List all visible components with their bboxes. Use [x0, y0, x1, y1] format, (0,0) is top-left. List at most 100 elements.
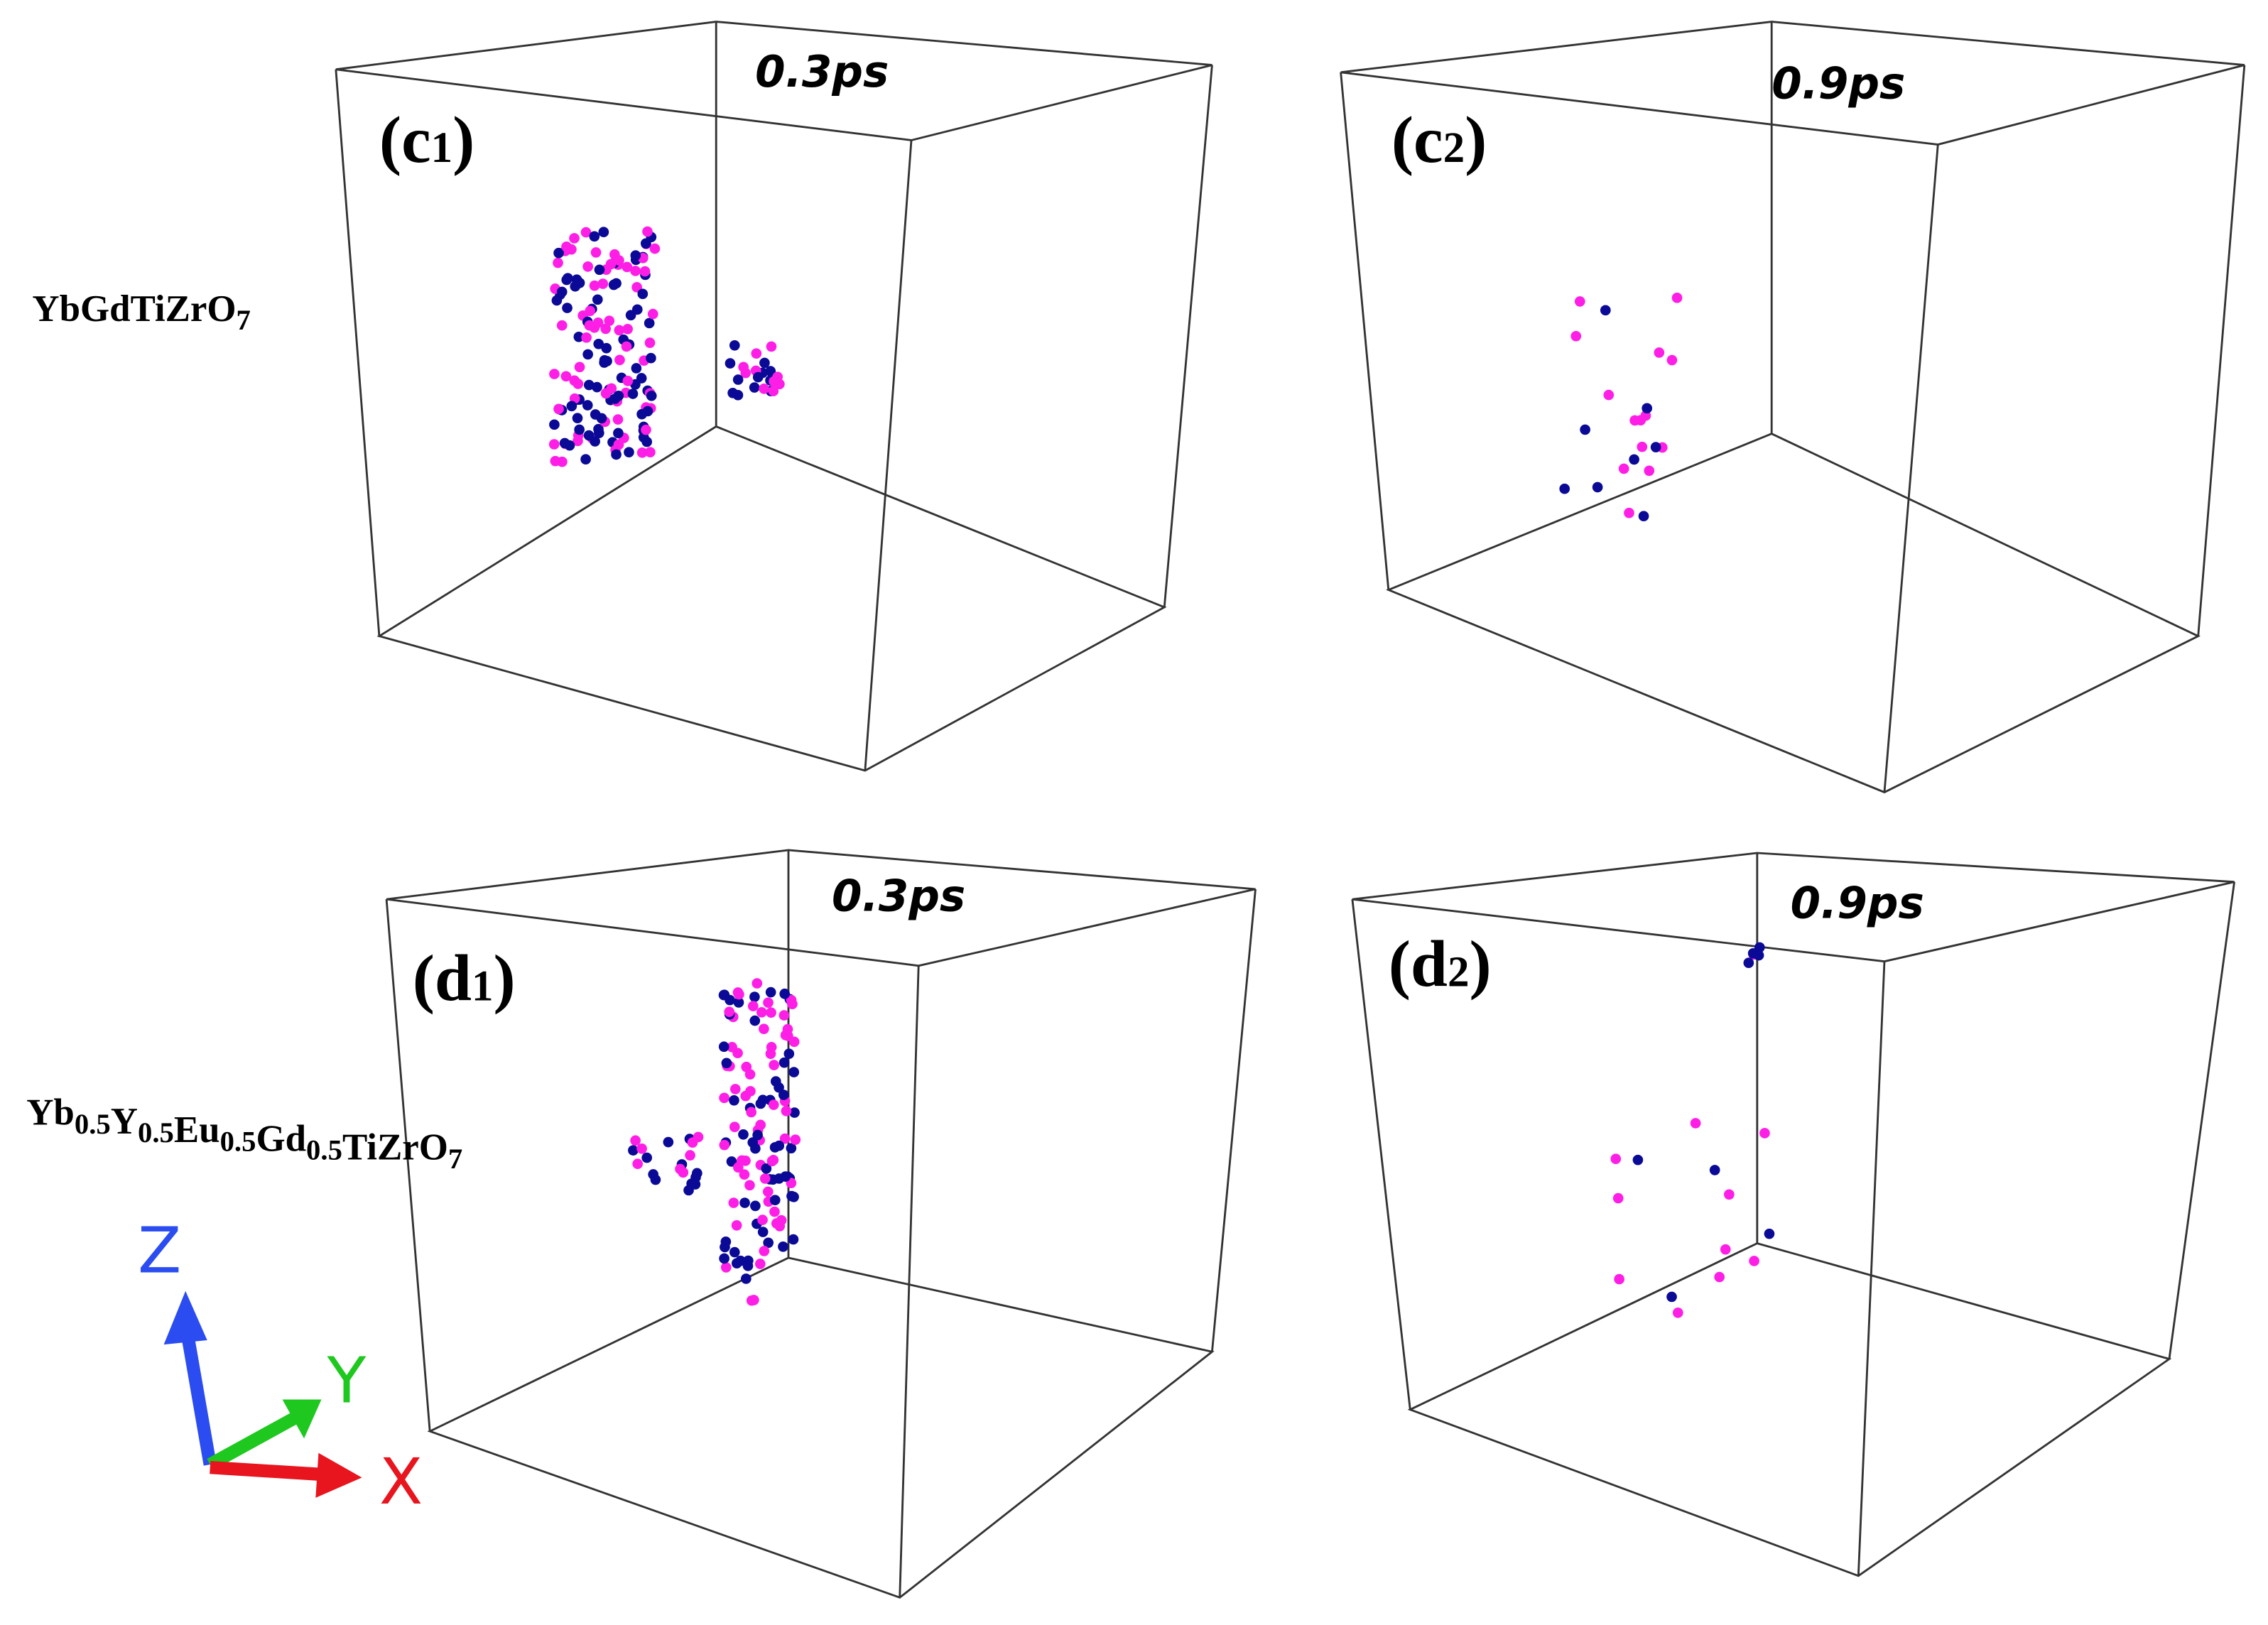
- box-top-face: [386, 849, 1256, 967]
- atom-magenta: [1614, 1273, 1624, 1285]
- atom-magenta: [582, 261, 593, 272]
- atom-blue: [769, 1195, 781, 1206]
- atom-blue: [572, 413, 583, 424]
- atom-blue: [778, 1241, 788, 1252]
- atom-magenta: [589, 280, 600, 291]
- atom-blue: [780, 1171, 791, 1182]
- formula-element: Yb: [26, 1092, 75, 1134]
- atom-magenta: [612, 414, 624, 425]
- z-axis-arrow: [179, 1321, 217, 1466]
- atom-magenta: [771, 1218, 782, 1229]
- composition-label: Yb0.5Y0.5Eu0.5Gd0.5TiZrO7: [26, 1092, 462, 1175]
- atom-magenta: [759, 1023, 769, 1035]
- atom-blue: [742, 1261, 754, 1271]
- atom-magenta: [574, 362, 585, 373]
- box-vertical-edge: [1340, 72, 1390, 590]
- box-bottom-face: [427, 1256, 1215, 1599]
- box-vertical-edge: [335, 69, 381, 636]
- panel-label: (c1): [379, 104, 474, 177]
- atom-blue: [549, 419, 560, 430]
- atom-magenta: [759, 384, 769, 394]
- atom-blue: [690, 1179, 701, 1190]
- x-axis-label: X: [379, 1445, 423, 1519]
- atom-blue: [562, 303, 573, 313]
- atom-blue: [631, 363, 642, 374]
- atom-magenta: [605, 259, 617, 270]
- atom-blue: [1559, 483, 1570, 494]
- atom-magenta: [675, 1163, 685, 1175]
- atom-blue: [1743, 957, 1754, 969]
- atom-magenta: [649, 243, 661, 254]
- atom-cluster-panel-1: [548, 226, 785, 467]
- atom-blue: [627, 388, 639, 399]
- atom-blue: [648, 1169, 658, 1180]
- atom-magenta: [745, 1086, 756, 1097]
- time-label: 0.9ps: [1791, 879, 1924, 929]
- atom-cluster-panel-4: [1610, 942, 1775, 1318]
- atom-magenta: [727, 1042, 737, 1053]
- atom-blue: [1580, 424, 1590, 435]
- atom-magenta: [553, 403, 564, 415]
- atom-blue: [641, 436, 653, 447]
- formula-element: Eu: [174, 1109, 220, 1151]
- time-label: 0.9ps: [1771, 58, 1905, 109]
- atom-magenta: [757, 1214, 768, 1225]
- formula-subscript: 7: [237, 304, 251, 336]
- atom-blue: [628, 1145, 639, 1156]
- box-vertical-edge: [1857, 961, 1886, 1576]
- atom-blue: [749, 991, 760, 1002]
- atom-blue: [718, 1041, 729, 1053]
- atom-magenta: [549, 369, 560, 379]
- atom-magenta: [1759, 1128, 1770, 1138]
- formula-element: YbGdTiZrO: [32, 288, 236, 330]
- atom-blue: [556, 286, 568, 298]
- atom-magenta: [786, 994, 797, 1006]
- atom-magenta: [614, 325, 625, 336]
- atom-blue: [1666, 1291, 1677, 1303]
- atom-magenta: [573, 379, 584, 389]
- atom-blue: [783, 1048, 795, 1060]
- atom-blue: [559, 438, 570, 449]
- atom-magenta: [1690, 1118, 1701, 1129]
- atom-magenta: [560, 371, 572, 382]
- atom-blue: [726, 1156, 737, 1167]
- x-arrowhead: [315, 1452, 362, 1498]
- formula-subscript: 0.5: [138, 1116, 174, 1148]
- atom-blue: [731, 1258, 742, 1269]
- atom-blue: [749, 382, 760, 393]
- atom-magenta: [746, 1107, 757, 1118]
- box-vertical-edge: [1163, 65, 1213, 608]
- atom-blue: [611, 449, 622, 460]
- atom-blue: [725, 358, 736, 369]
- atom-magenta: [762, 1186, 774, 1197]
- y-axis-arrow: [207, 1411, 300, 1471]
- atom-magenta: [592, 317, 604, 328]
- atom-magenta: [630, 266, 641, 276]
- atom-magenta: [746, 1295, 757, 1306]
- z-arrowhead: [163, 1290, 207, 1345]
- atom-blue: [601, 342, 612, 354]
- atom-blue: [593, 338, 604, 349]
- atom-blue: [752, 1129, 763, 1141]
- atom-magenta: [584, 320, 595, 331]
- atom-magenta: [729, 1084, 741, 1094]
- simulation-box-4: [1351, 852, 2235, 1577]
- panel-label: (d2): [1389, 928, 1492, 1001]
- atom-blue: [786, 1143, 797, 1153]
- atom-magenta: [728, 1197, 739, 1208]
- atom-blue: [592, 381, 602, 393]
- box-vertical-edge: [2197, 65, 2246, 636]
- atom-cluster-panel-2: [1559, 293, 1683, 522]
- atom-blue: [583, 379, 595, 391]
- atom-blue: [741, 1273, 752, 1284]
- atom-magenta: [644, 337, 656, 348]
- atom-blue: [720, 1237, 732, 1247]
- atom-magenta: [639, 266, 651, 277]
- axes-triad: Z Y X: [138, 1214, 423, 1519]
- atom-magenta: [759, 1173, 771, 1184]
- atom-magenta: [1574, 296, 1585, 307]
- atom-magenta: [752, 978, 763, 989]
- formula-subscript: 0.5: [75, 1108, 111, 1140]
- atom-blue: [759, 357, 770, 369]
